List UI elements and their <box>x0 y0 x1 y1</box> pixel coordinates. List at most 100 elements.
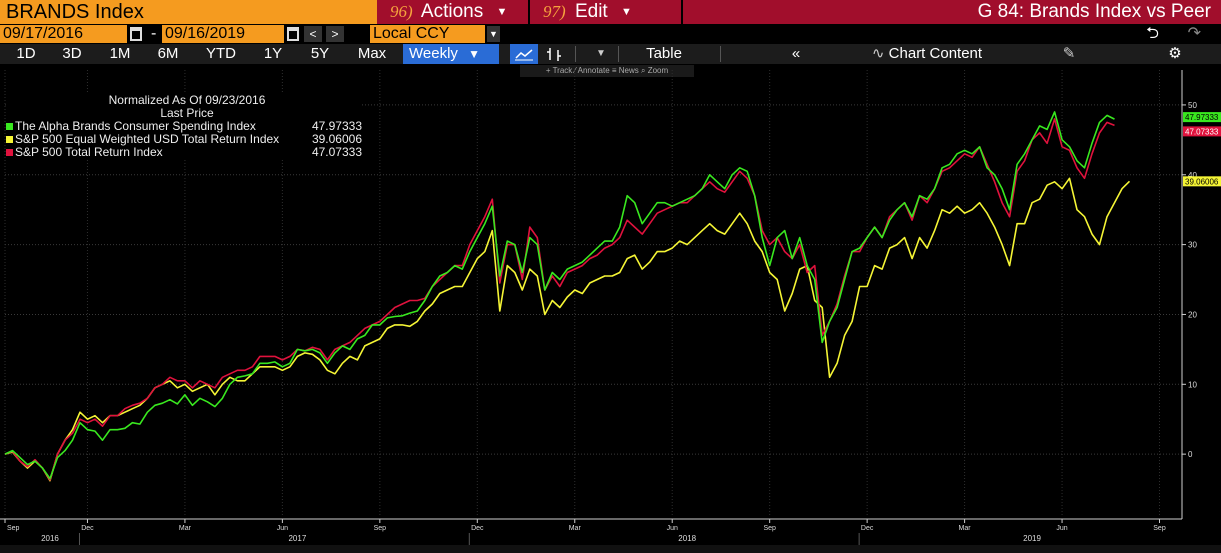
y-tick-label: 10 <box>1188 380 1197 389</box>
calendar-icon[interactable] <box>130 27 142 41</box>
toolbar-divider <box>618 46 619 62</box>
security-title-field[interactable]: BRANDS Index <box>0 0 377 24</box>
x-tick-label: Jun <box>667 525 678 532</box>
chart-content-icon: ∿ <box>871 45 885 62</box>
period-6m-button[interactable]: 6M <box>157 45 179 62</box>
last-value-tag-green <box>1183 112 1221 123</box>
date-separator: - <box>151 25 157 42</box>
series-line-green <box>4 111 1115 480</box>
period-ytd-button[interactable]: YTD <box>206 45 236 62</box>
legend-swatch-red <box>6 149 13 156</box>
legend-header-normalized: Normalized As Of 09/23/2016 <box>108 93 266 107</box>
legend-row-sp500-equal-weighted: S&P 500 Equal Weighted USD Total Return … <box>6 133 362 146</box>
toolbar-divider <box>575 46 576 62</box>
last-value-text-green: 47.97333 <box>1185 113 1219 122</box>
y-tick-label: 20 <box>1188 310 1197 319</box>
x-tick-label: Dec <box>861 525 874 532</box>
chart-content-label: Chart Content <box>888 45 983 62</box>
page-title: G 84: Brands Index vs Peer <box>977 1 1211 22</box>
ohlc-bar-icon <box>547 48 561 61</box>
series-line-red <box>4 118 1115 481</box>
last-value-text-yellow: 39.06006 <box>1185 177 1219 186</box>
chart-mini-tools[interactable]: + Track ⁄ Annotate ≡ News ⌕ Zoom <box>520 65 694 77</box>
edit-pencil-icon[interactable]: ✎ <box>1062 45 1076 62</box>
actions-menu-number: 96) <box>390 2 413 21</box>
last-value-tag-yellow <box>1183 176 1221 187</box>
x-tick-label: Dec <box>471 525 484 532</box>
x-tick-label: Mar <box>179 525 192 532</box>
toolbar-divider <box>720 46 721 62</box>
chevron-down-icon[interactable]: ▼ <box>487 26 500 42</box>
x-year-label: 2019 <box>1023 534 1041 543</box>
prev-period-button[interactable]: < <box>304 26 322 42</box>
period-1d-button[interactable]: 1D <box>16 45 36 62</box>
edit-menu-label: Edit <box>574 1 608 22</box>
series-line-yellow <box>4 177 1131 482</box>
legend-header-last-price: Last Price <box>160 106 214 120</box>
edit-menu-number: 97) <box>543 2 566 21</box>
currency-select[interactable]: Local CCY <box>370 25 485 43</box>
y-tick-label: 40 <box>1188 171 1197 180</box>
actions-menu-button[interactable]: 96) Actions ▼ <box>380 0 530 24</box>
legend-swatch-yellow <box>6 136 13 143</box>
last-value-tag-red <box>1183 126 1221 137</box>
bar-chart-button[interactable] <box>541 44 567 64</box>
legend-series-value: 47.07333 <box>311 145 362 159</box>
calendar-icon[interactable] <box>287 27 299 41</box>
collapse-icon[interactable]: « <box>791 45 801 62</box>
chevron-down-icon: ▼ <box>468 47 480 61</box>
actions-menu-label: Actions <box>420 1 484 22</box>
frequency-label: Weekly <box>409 45 458 62</box>
date-range-bar: 09/17/2016 - 09/16/2019 < > Local CCY ▼ … <box>0 25 1221 43</box>
next-period-button[interactable]: > <box>326 26 344 42</box>
table-button[interactable]: Table <box>646 45 682 62</box>
chevron-down-icon: ▼ <box>496 6 508 18</box>
chart-canvas[interactable]: 0 10 20 30 40 50 Sep Dec Mar Jun Sep Dec Mar Jun Sep De… <box>0 65 1221 545</box>
legend-series-name: S&P 500 Total Return Index <box>15 145 163 159</box>
y-tick-label: 0 <box>1188 450 1193 459</box>
y-tick-label: 50 <box>1188 101 1197 110</box>
x-tick-label: Sep <box>374 525 387 532</box>
chevron-down-icon[interactable]: ▼ <box>596 48 606 59</box>
legend-series-name: S&P 500 Equal Weighted USD Total Return … <box>15 132 280 146</box>
period-max-button[interactable]: Max <box>357 45 387 62</box>
x-tick-label: Mar <box>569 525 582 532</box>
chart-toolbar: 1D 3D 1M 6M YTD 1Y 5Y Max Weekly ▼ ▼ Tab… <box>0 44 1221 64</box>
x-tick-label: Jun <box>1056 525 1067 532</box>
line-chart-button[interactable] <box>510 44 538 64</box>
legend-row-sp500-total-return: S&P 500 Total Return Index 47.07333 <box>6 146 362 159</box>
x-tick-label: Mar <box>959 525 972 532</box>
chart-legend: Normalized As Of 09/23/2016 Last Price T… <box>6 94 362 159</box>
x-tick-label: Jun <box>277 525 288 532</box>
line-chart-icon <box>515 49 533 61</box>
x-tick-label: Sep <box>1153 525 1166 532</box>
start-date-field[interactable]: 09/17/2016 <box>0 25 127 43</box>
period-1m-button[interactable]: 1M <box>109 45 131 62</box>
legend-series-name: The Alpha Brands Consumer Spending Index <box>15 119 256 133</box>
x-year-label: 2018 <box>678 534 696 543</box>
frequency-select[interactable]: Weekly ▼ <box>403 44 499 64</box>
x-tick-label: Sep <box>763 525 776 532</box>
edit-menu-button[interactable]: 97) Edit ▼ <box>533 0 683 24</box>
legend-row-alpha-brands: The Alpha Brands Consumer Spending Index… <box>6 120 362 133</box>
x-tick-label: Sep <box>7 525 20 532</box>
x-year-label: 2017 <box>288 534 306 543</box>
bottom-status-strip <box>0 545 1221 553</box>
period-5y-button[interactable]: 5Y <box>310 45 330 62</box>
period-3d-button[interactable]: 3D <box>62 45 82 62</box>
gear-icon[interactable]: ⚙ <box>1168 45 1182 62</box>
end-date-field[interactable]: 09/16/2019 <box>162 25 284 43</box>
undo-icon[interactable]: ⮌ <box>1146 25 1159 42</box>
title-bar: BRANDS Index 96) Actions ▼ 97) Edit ▼ G … <box>0 0 1221 24</box>
y-tick-label: 30 <box>1188 241 1197 250</box>
legend-series-value: 47.97333 <box>311 119 362 133</box>
chevron-down-icon: ▼ <box>620 6 632 18</box>
x-tick-label: Dec <box>81 525 94 532</box>
legend-swatch-green <box>6 123 13 130</box>
chart-content-button[interactable]: ∿ Chart Content <box>852 44 1002 64</box>
x-year-label: 2016 <box>41 534 59 543</box>
legend-series-value: 39.06006 <box>311 132 362 146</box>
period-1y-button[interactable]: 1Y <box>263 45 283 62</box>
redo-icon[interactable]: ↷ <box>1187 25 1201 42</box>
last-value-text-red: 47.07333 <box>1185 127 1219 136</box>
